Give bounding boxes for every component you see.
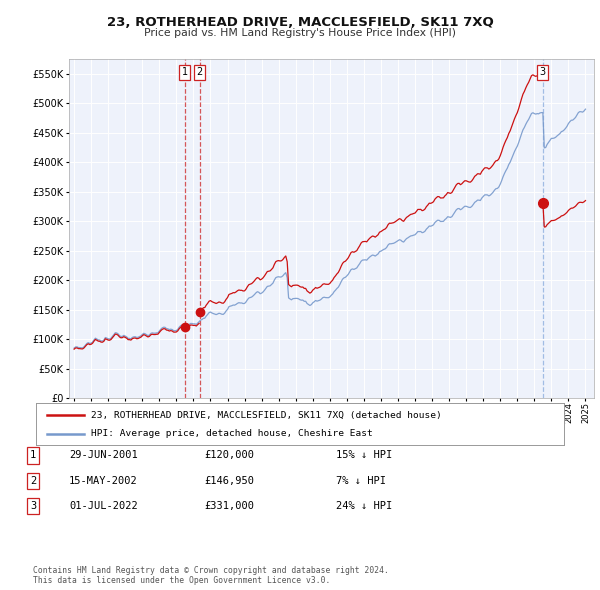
Text: 1: 1	[30, 451, 36, 460]
Text: 29-JUN-2001: 29-JUN-2001	[69, 451, 138, 460]
Text: 23, ROTHERHEAD DRIVE, MACCLESFIELD, SK11 7XQ: 23, ROTHERHEAD DRIVE, MACCLESFIELD, SK11…	[107, 16, 493, 29]
Text: 15-MAY-2002: 15-MAY-2002	[69, 476, 138, 486]
Text: £146,950: £146,950	[204, 476, 254, 486]
Text: 1: 1	[182, 67, 188, 77]
Text: 2: 2	[30, 476, 36, 486]
Text: Price paid vs. HM Land Registry's House Price Index (HPI): Price paid vs. HM Land Registry's House …	[144, 28, 456, 38]
Text: HPI: Average price, detached house, Cheshire East: HPI: Average price, detached house, Ches…	[91, 430, 373, 438]
Text: 7% ↓ HPI: 7% ↓ HPI	[336, 476, 386, 486]
Text: £120,000: £120,000	[204, 451, 254, 460]
Text: 23, ROTHERHEAD DRIVE, MACCLESFIELD, SK11 7XQ (detached house): 23, ROTHERHEAD DRIVE, MACCLESFIELD, SK11…	[91, 411, 442, 420]
Text: 3: 3	[540, 67, 546, 77]
Text: 2: 2	[197, 67, 203, 77]
Text: 3: 3	[30, 502, 36, 511]
Text: 24% ↓ HPI: 24% ↓ HPI	[336, 502, 392, 511]
Text: 15% ↓ HPI: 15% ↓ HPI	[336, 451, 392, 460]
Text: £331,000: £331,000	[204, 502, 254, 511]
Text: Contains HM Land Registry data © Crown copyright and database right 2024.
This d: Contains HM Land Registry data © Crown c…	[33, 566, 389, 585]
Text: 01-JUL-2022: 01-JUL-2022	[69, 502, 138, 511]
